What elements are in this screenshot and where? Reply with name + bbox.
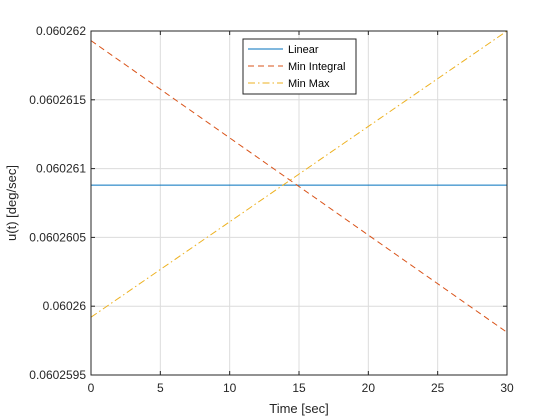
series-line-min-integral [90, 40, 508, 333]
legend: Linear Min Integral Min Max [242, 38, 357, 95]
x-axis-label: Time [sec] [269, 401, 328, 416]
x-tick-label: 25 [431, 381, 445, 395]
x-tick-label: 30 [500, 381, 514, 395]
x-tick-label: 15 [292, 381, 306, 395]
y-tick-label: 0.0602595 [29, 368, 86, 382]
series-layer [90, 30, 508, 333]
y-tick-label: 0.06026 [43, 299, 87, 313]
x-tick-label: 0 [88, 381, 95, 395]
series-line-min-max [90, 30, 508, 318]
legend-label-min-max: Min Max [288, 78, 330, 90]
y-tick-label: 0.060262 [36, 24, 86, 38]
y-tick-label: 0.0602615 [29, 93, 86, 107]
y-tick-label: 0.0602605 [29, 230, 86, 244]
x-tick-label: 5 [157, 381, 164, 395]
x-tick-label: 10 [223, 381, 237, 395]
y-tick-label: 0.060261 [36, 162, 86, 176]
legend-label-linear: Linear [288, 44, 319, 56]
y-axis-label: u(t) [deg/sec] [4, 165, 19, 241]
x-tick-label: 20 [362, 381, 376, 395]
ticks: 0 5 10 15 20 25 30 0.0602595 0.06026 0.0602605 0.0… [29, 24, 514, 395]
legend-label-min-integral: Min Integral [288, 61, 345, 73]
